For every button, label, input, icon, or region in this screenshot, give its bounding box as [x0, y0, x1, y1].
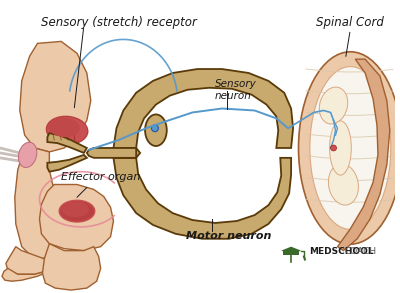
Ellipse shape — [310, 67, 391, 229]
Polygon shape — [20, 41, 91, 152]
Polygon shape — [2, 268, 49, 281]
Text: Spinal Cord: Spinal Cord — [316, 16, 384, 29]
Polygon shape — [47, 133, 87, 153]
Text: Sensory
neuron: Sensory neuron — [215, 79, 257, 100]
Ellipse shape — [46, 116, 88, 144]
Text: MEDSCHOOL: MEDSCHOOL — [309, 247, 374, 256]
Polygon shape — [283, 251, 299, 255]
Polygon shape — [40, 185, 114, 251]
Ellipse shape — [330, 145, 336, 151]
Ellipse shape — [298, 52, 400, 244]
Ellipse shape — [328, 164, 358, 205]
Polygon shape — [87, 148, 136, 158]
Ellipse shape — [319, 87, 348, 124]
Ellipse shape — [152, 125, 158, 132]
Polygon shape — [15, 148, 59, 258]
Ellipse shape — [145, 115, 167, 146]
Ellipse shape — [48, 117, 80, 137]
Ellipse shape — [59, 200, 95, 222]
Text: COACH: COACH — [344, 247, 376, 256]
Text: Sensory (stretch) receptor: Sensory (stretch) receptor — [42, 16, 197, 29]
Ellipse shape — [18, 142, 37, 168]
Polygon shape — [110, 148, 140, 158]
Text: Effector organ: Effector organ — [61, 172, 140, 182]
Polygon shape — [42, 244, 101, 290]
Polygon shape — [47, 155, 87, 172]
Text: Motor neuron: Motor neuron — [186, 231, 271, 241]
Polygon shape — [114, 158, 291, 239]
Ellipse shape — [330, 121, 351, 175]
Polygon shape — [114, 69, 293, 148]
Polygon shape — [6, 247, 57, 274]
Polygon shape — [338, 59, 390, 251]
Polygon shape — [281, 247, 301, 255]
Ellipse shape — [61, 201, 89, 217]
